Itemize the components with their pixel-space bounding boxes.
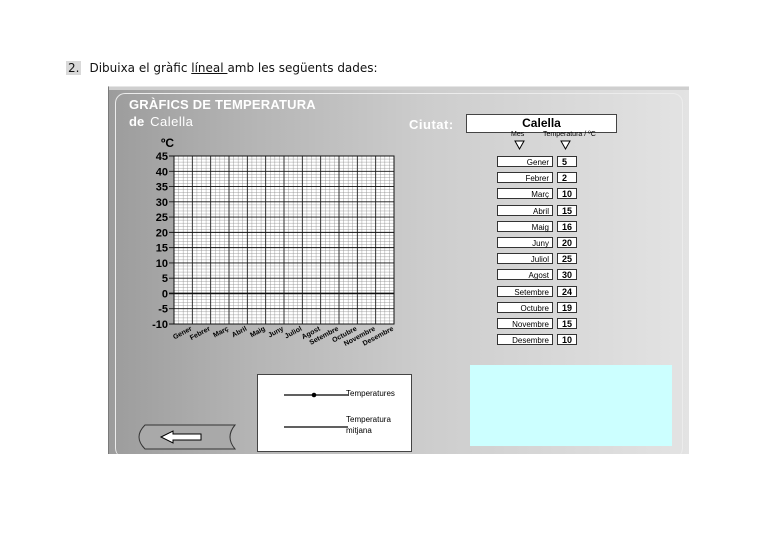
y-tick-label: 0 <box>162 288 168 300</box>
y-tick-label: -10 <box>152 319 168 331</box>
question-text-underlined: líneal <box>191 61 228 75</box>
y-tick-label: 5 <box>162 273 168 285</box>
x-tick-label: Juny <box>267 326 285 340</box>
question-text-after: amb les següents dades: <box>227 61 378 75</box>
month-cell: Març <box>497 188 553 200</box>
temperature-cell[interactable]: 15 <box>557 204 577 216</box>
month-cell: Abril <box>497 204 553 216</box>
left-arrow-icon <box>159 430 202 444</box>
y-tick-label: 15 <box>156 243 168 255</box>
y-tick-label: 35 <box>156 182 168 194</box>
x-tick-label: Abril <box>231 326 248 340</box>
city-input[interactable]: Calella <box>466 114 617 133</box>
panel-frame <box>115 93 683 454</box>
question-number: 2. <box>66 61 82 75</box>
temperature-cell[interactable]: 10 <box>557 334 577 346</box>
month-cell: Setembre <box>497 285 553 297</box>
month-cell: Juny <box>497 237 553 248</box>
temperature-cell[interactable]: 10 <box>557 188 577 200</box>
temperature-graph-panel: GRÀFICS DE TEMPERATURA de Calella Ciutat:… <box>108 86 689 454</box>
month-column-header: Mes <box>511 131 525 138</box>
plot-border <box>173 155 395 325</box>
legend-average-label-1: Temperatura <box>346 415 391 424</box>
temperature-cell[interactable]: 2 <box>557 172 577 184</box>
y-tick-label: 10 <box>156 258 168 270</box>
question-text: 2. Dibuixa el gràfic líneal amb les següe… <box>66 61 378 75</box>
month-cell: Agost <box>497 269 553 281</box>
temperature-cell[interactable]: 20 <box>557 237 577 248</box>
subtitle-city: Calella <box>150 114 194 129</box>
panel-title: GRÀFICS DE TEMPERATURA <box>129 97 316 112</box>
month-cell: Febrer <box>497 172 553 184</box>
y-tick-label: 20 <box>156 227 168 239</box>
month-cell: Octubre <box>497 301 553 313</box>
month-cell: Desembre <box>497 334 553 346</box>
panel-top-edge <box>109 87 689 90</box>
y-tick-label: -5 <box>158 304 168 316</box>
x-tick-label: Febrer <box>189 325 212 342</box>
month-cell: Gener <box>497 156 553 167</box>
y-tick-label: 45 <box>156 151 168 163</box>
month-cell: Novembre <box>497 318 553 329</box>
month-column-triangle-icon <box>514 140 525 150</box>
y-axis-unit: ºC <box>161 136 175 150</box>
temperature-cell[interactable]: 30 <box>557 269 577 281</box>
temperature-cell[interactable]: 19 <box>557 301 577 313</box>
temp-column-header: Temperatura / ºC <box>543 131 596 138</box>
question-text-before: Dibuixa el gràfic <box>89 61 192 75</box>
x-tick-label: Juliol <box>284 326 303 341</box>
city-label: Ciutat: <box>409 117 454 132</box>
y-tick-label: 25 <box>156 212 168 224</box>
temperature-cell[interactable]: 24 <box>557 285 577 297</box>
temperature-cell[interactable]: 16 <box>557 220 577 232</box>
x-tick-label: Maig <box>249 326 266 340</box>
y-tick-label: 30 <box>156 197 168 209</box>
back-button[interactable] <box>131 424 237 450</box>
y-tick-label: 40 <box>156 166 168 178</box>
subtitle-prefix: de <box>129 114 145 129</box>
temperature-cell[interactable]: 15 <box>557 318 577 329</box>
temp-column-triangle-icon <box>560 140 571 150</box>
temperature-cell[interactable]: 5 <box>557 156 577 167</box>
legend-average-label-2: mitjana <box>346 426 372 435</box>
legend-temperatures-label: Temperatures <box>346 389 395 398</box>
x-tick-label: Març <box>212 326 230 340</box>
month-cell: Maig <box>497 220 553 232</box>
temperature-cell[interactable]: 25 <box>557 253 577 265</box>
legend-temperatures-marker <box>284 392 348 398</box>
legend-average-marker <box>284 426 348 428</box>
legend: Temperatures Temperatura mitjana <box>257 374 412 452</box>
answer-box[interactable] <box>470 365 672 446</box>
month-cell: Juliol <box>497 253 553 265</box>
panel-subtitle: de Calella <box>129 114 193 129</box>
